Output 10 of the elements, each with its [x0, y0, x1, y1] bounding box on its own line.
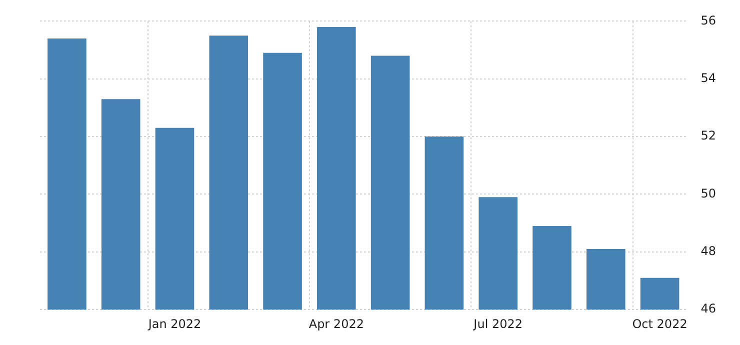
- y-tick-label: 48: [700, 244, 716, 258]
- y-tick-label: 52: [700, 128, 716, 143]
- y-tick-label: 54: [700, 71, 716, 86]
- x-tick-label: Apr 2022: [308, 316, 364, 331]
- y-tick-label: 56: [700, 13, 716, 28]
- x-tick-label: Oct 2022: [632, 316, 688, 331]
- x-tick-label: Jan 2022: [147, 316, 202, 331]
- y-tick-label: 46: [700, 302, 716, 316]
- y-tick-label: 50: [700, 186, 716, 200]
- x-tick-label: Jul 2022: [472, 316, 523, 331]
